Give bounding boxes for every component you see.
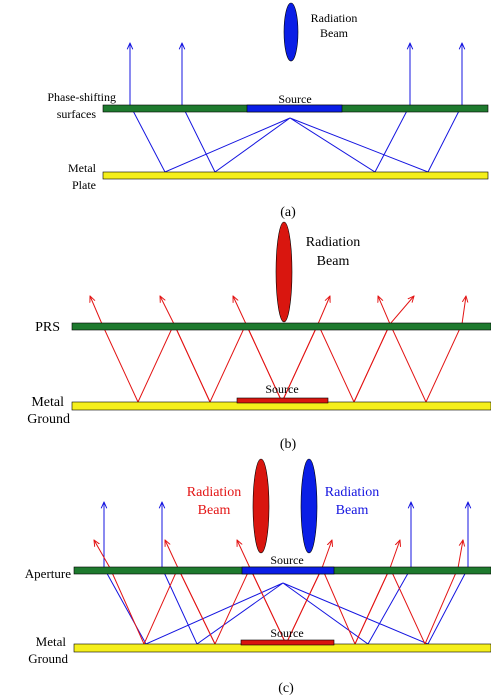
- panel-c-blue-rays: [103, 567, 469, 645]
- beam-blue-label-line2: Beam: [336, 503, 369, 518]
- source-lower-label: Source: [270, 626, 303, 640]
- radiation-beam-blue: [283, 2, 299, 62]
- caption: (c): [278, 681, 294, 696]
- upper-label-line1: Phase-shifting: [47, 90, 116, 104]
- upper-label-line2: surfaces: [57, 107, 97, 121]
- lower-label-line2: Ground: [28, 651, 68, 666]
- source-upper-label: Source: [270, 553, 303, 567]
- beam-label-line2: Beam: [317, 254, 350, 269]
- source-strip-lower: [240, 639, 335, 646]
- beam-label-line1: Radiation: [311, 11, 358, 25]
- lower-label-line1: Metal: [36, 634, 67, 649]
- radiation-beam-blue: [300, 458, 318, 554]
- source-label: Source: [278, 92, 311, 106]
- beam-red-label-line2: Beam: [198, 503, 231, 518]
- lower-label-line2: Ground: [27, 412, 70, 427]
- source-strip: [246, 104, 343, 113]
- panel-c: Radiation Beam Radiation Beam Aperture S…: [25, 458, 491, 696]
- radiation-beam-red: [275, 221, 293, 323]
- upper-label: Aperture: [25, 566, 71, 581]
- source-strip-upper: [241, 566, 335, 575]
- radiation-beam-red: [252, 458, 270, 554]
- source-label: Source: [265, 382, 298, 396]
- caption: (a): [280, 205, 296, 220]
- lower-label-line2: Plate: [72, 178, 96, 192]
- caption: (b): [280, 437, 297, 452]
- panel-b: Radiation Beam PRS Source Metal Ground (…: [27, 221, 491, 452]
- panel-a-rays: [129, 104, 463, 173]
- metal-plate: [102, 171, 489, 180]
- beam-label-line1: Radiation: [306, 235, 360, 250]
- beam-red-label-line1: Radiation: [187, 485, 241, 500]
- beam-label-line2: Beam: [320, 26, 349, 40]
- panel-a: Radiation Beam Phase-shifting surfaces S…: [47, 2, 489, 220]
- source-strip: [236, 397, 329, 404]
- panel-a-emitted-arrows: [130, 43, 462, 105]
- prs-surface: [71, 322, 491, 331]
- upper-label: PRS: [35, 320, 60, 335]
- beam-blue-label-line1: Radiation: [325, 485, 379, 500]
- lower-label-line1: Metal: [31, 395, 64, 410]
- lower-label-line1: Metal: [68, 161, 97, 175]
